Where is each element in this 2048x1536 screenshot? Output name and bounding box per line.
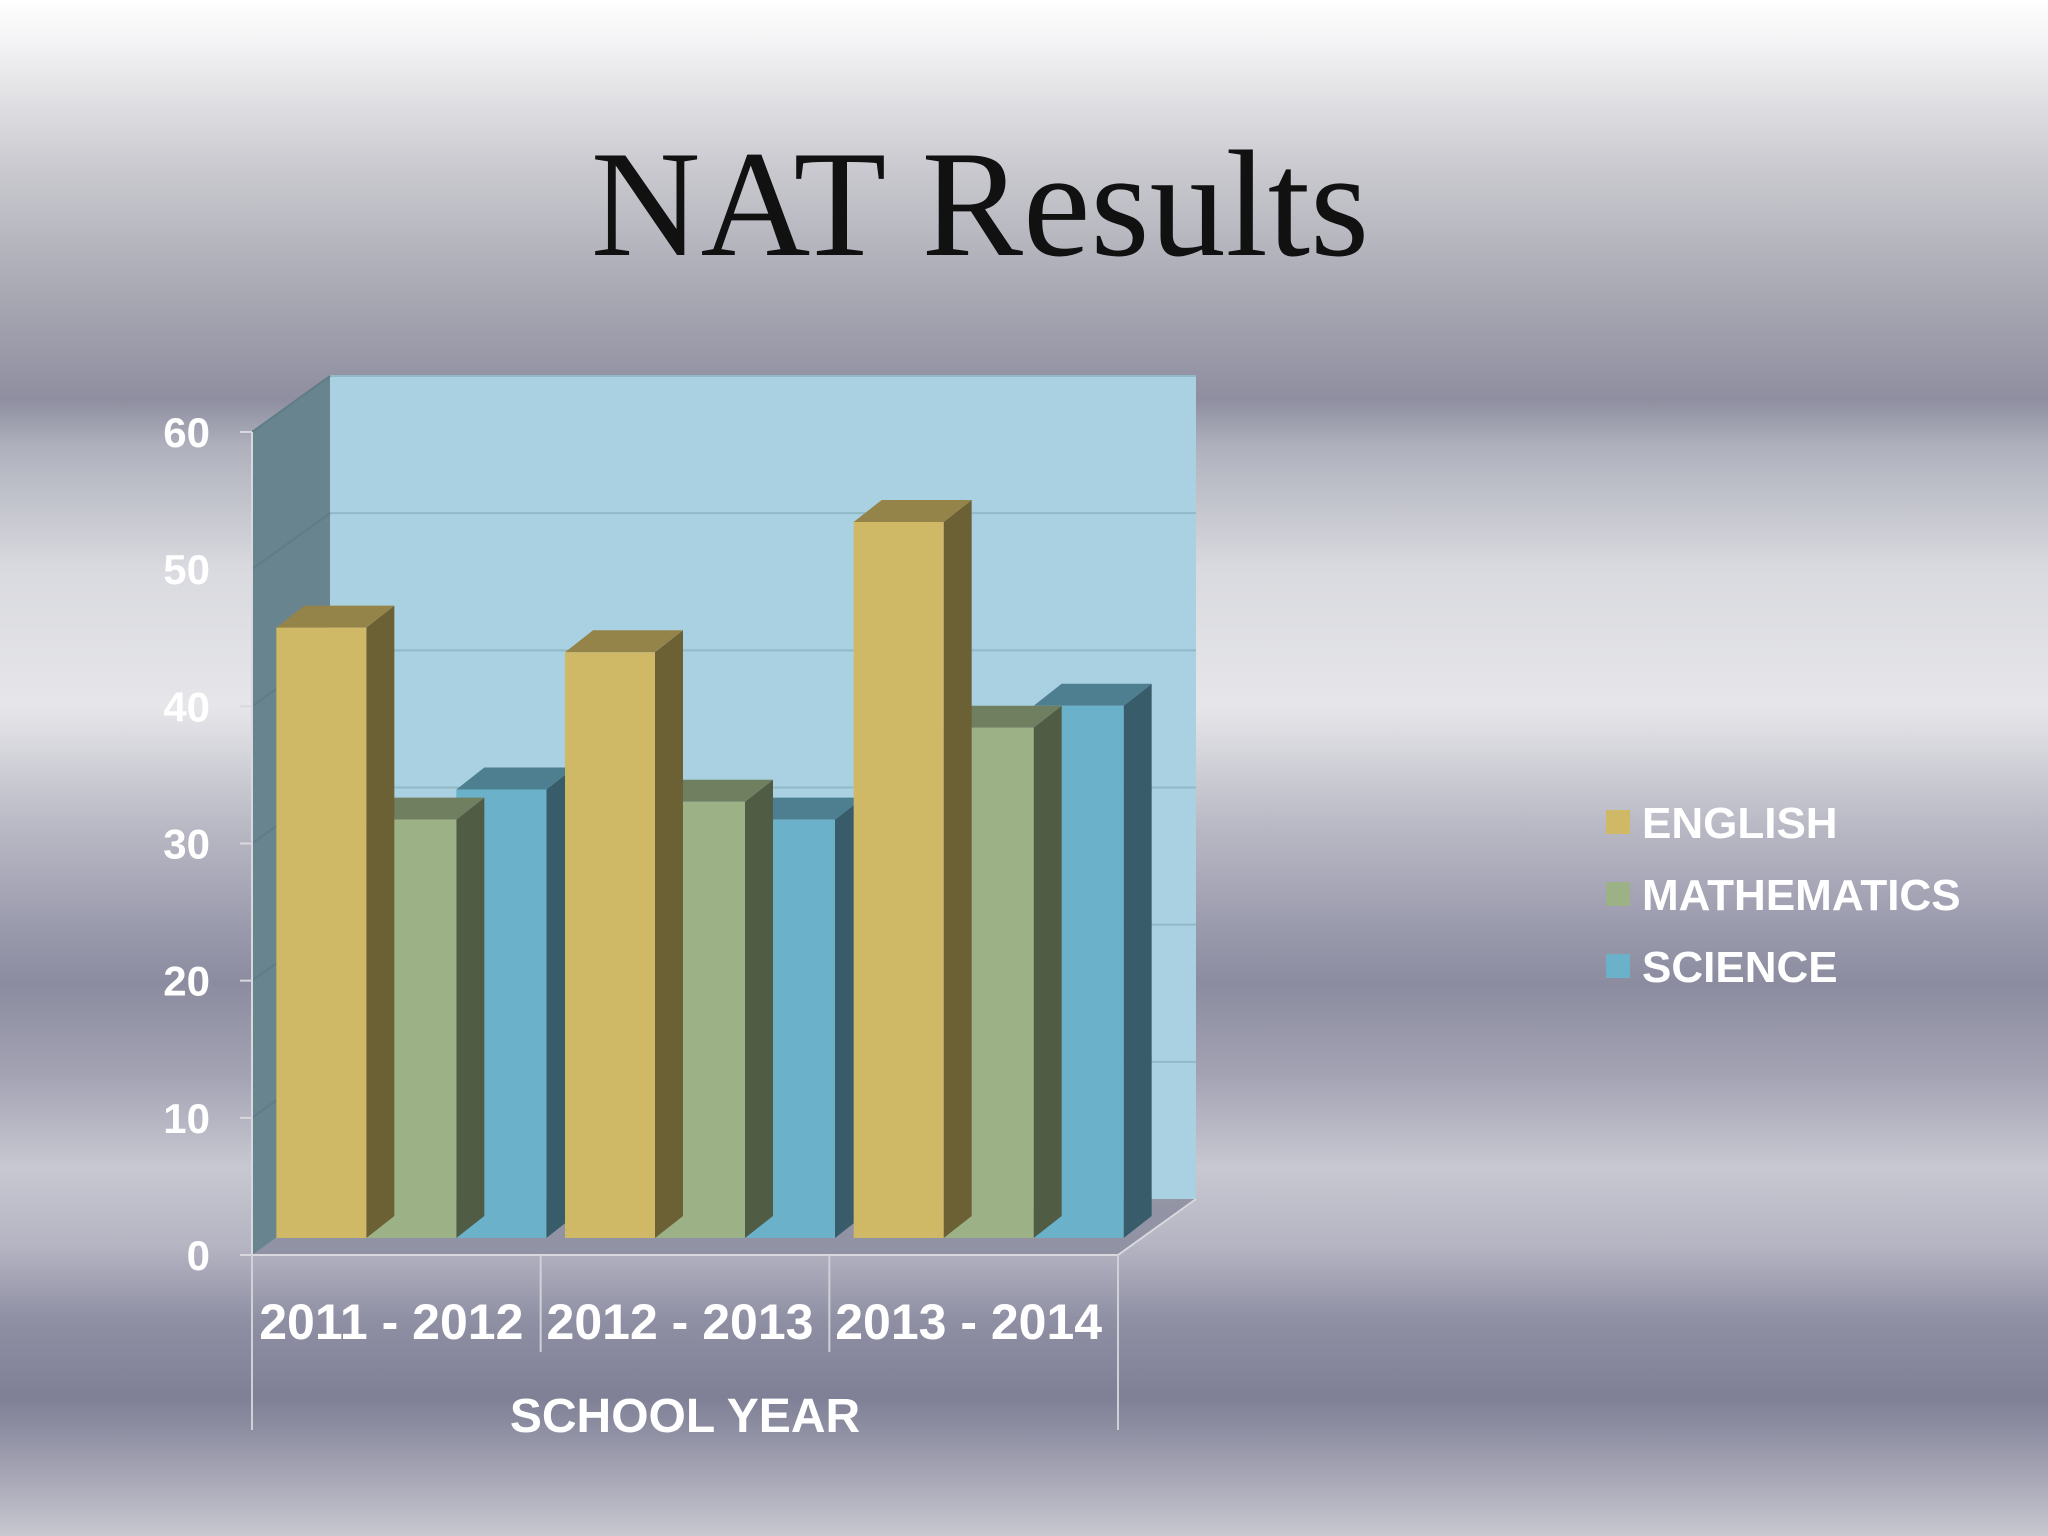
y-tick-label: 0: [187, 1232, 210, 1279]
bar-top: [276, 605, 395, 628]
bar-side: [366, 605, 395, 1238]
y-tick-label: 20: [163, 958, 210, 1005]
bar-top: [1033, 683, 1152, 706]
legend-swatch: [1606, 810, 1630, 834]
bar-front: [853, 521, 944, 1238]
legend-item-mathematics: MATHEMATICS: [1606, 871, 1961, 920]
legend-label: ENGLISH: [1642, 799, 1838, 848]
bars: [276, 499, 1152, 1238]
bar-side: [1033, 705, 1062, 1238]
legend-item-english: ENGLISH: [1606, 799, 1838, 848]
bar-top: [655, 779, 773, 802]
bar-side: [655, 630, 683, 1238]
x-axis-title: SCHOOL YEAR: [510, 1390, 860, 1443]
bar-side: [456, 797, 485, 1238]
y-tick-label: 50: [163, 546, 210, 593]
x-category-label: 2011 - 2012: [259, 1294, 523, 1350]
legend: ENGLISH MATHEMATICS SCIENCE: [1606, 799, 1961, 992]
y-tick-label: 10: [163, 1095, 210, 1142]
legend-item-science: SCIENCE: [1606, 943, 1838, 992]
floor-edge: [1117, 1198, 1197, 1256]
bar-top: [853, 499, 972, 522]
y-tick-label: 60: [163, 409, 210, 456]
bar-top: [943, 705, 1062, 728]
slide-title: NAT Results: [590, 120, 1370, 288]
bar-english-0: [276, 605, 395, 1238]
x-category-label: 2013 - 2014: [835, 1294, 1102, 1350]
x-category-label: 2012 - 2013: [547, 1294, 814, 1350]
bar-top: [456, 767, 575, 790]
legend-label: SCIENCE: [1642, 943, 1838, 992]
y-axis-ticks: 0 10 20 30 40 50 60: [163, 409, 210, 1279]
bar-top: [745, 797, 863, 820]
bar-side: [745, 779, 773, 1238]
gridline-side: [251, 512, 331, 570]
y-tick-label: 40: [163, 683, 210, 730]
bar-side: [1123, 683, 1152, 1238]
legend-label: MATHEMATICS: [1642, 871, 1961, 920]
bar-side: [943, 499, 972, 1238]
legend-swatch: [1606, 882, 1630, 906]
axes: [240, 431, 1197, 1430]
y-tick-label: 30: [163, 821, 210, 868]
legend-swatch: [1606, 954, 1630, 978]
gridline-side: [251, 375, 331, 433]
bar-top: [565, 630, 683, 653]
x-axis-categories: 2011 - 2012 2012 - 2013 2013 - 2014: [259, 1294, 1102, 1350]
bar-english-2: [853, 499, 972, 1238]
bar-top: [366, 797, 485, 820]
bar-front: [276, 627, 367, 1238]
bar-front: [565, 652, 655, 1238]
bar-english-1: [565, 630, 683, 1238]
